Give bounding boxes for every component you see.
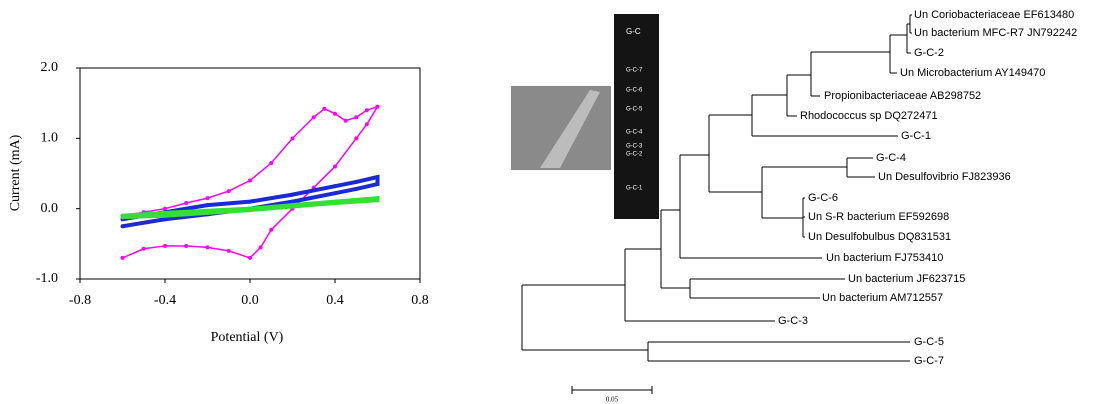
data-point <box>333 184 337 189</box>
data-point <box>248 255 252 260</box>
gel-label: G-C-5 <box>626 107 643 113</box>
data-point <box>226 189 231 194</box>
data-point <box>258 245 263 250</box>
tree-branches <box>521 14 912 394</box>
data-point <box>375 198 380 203</box>
data-point <box>290 199 295 204</box>
data-point <box>205 245 210 250</box>
data-point <box>364 108 369 113</box>
data-point <box>205 196 210 201</box>
data-point <box>248 208 252 213</box>
data-point <box>120 215 125 220</box>
data-point <box>333 201 337 206</box>
data-point <box>205 203 210 208</box>
leaf-label: G-C-4 <box>876 152 906 164</box>
gel-label: G-C-7 <box>626 68 643 74</box>
x-axis-label: Potential (V) <box>211 330 284 345</box>
data-point <box>120 224 125 229</box>
x-tick-label: 0.0 <box>241 293 259 308</box>
data-point <box>248 178 252 183</box>
data-point <box>343 118 348 123</box>
leaf-label: G-C-6 <box>808 192 838 204</box>
data-point <box>226 248 231 253</box>
data-point <box>205 210 210 215</box>
data-point <box>141 246 146 251</box>
data-point <box>163 206 167 211</box>
data-point <box>290 204 295 209</box>
leaf-label: Rhodococcus sp DQ272471 <box>800 110 938 122</box>
leaf-label: Un S-R bacterium EF592698 <box>808 211 949 223</box>
data-point <box>120 255 125 260</box>
cv-curve <box>122 105 380 259</box>
phylogenetic-tree: Un Coriobacteriaceae EF613480 Un bacteri… <box>521 9 1077 404</box>
x-tick-label: 0.8 <box>411 293 429 308</box>
y-tick-label: 2.0 <box>41 60 59 75</box>
data-point <box>375 182 380 187</box>
data-point <box>333 191 337 196</box>
leaf-label: Un Desulfobulbus DQ831531 <box>808 231 951 243</box>
data-point <box>354 136 359 141</box>
leaf-label: G-C-7 <box>914 355 944 367</box>
data-point <box>269 227 274 232</box>
data-point <box>333 111 337 116</box>
y-axis-label: Current (mA) <box>8 134 23 211</box>
data-point <box>375 175 380 180</box>
y-tick-label: -1.0 <box>36 271 58 286</box>
leaf-label: Un Coriobacteriaceae EF613480 <box>914 9 1074 21</box>
leaf-label: Un bacterium FJ753410 <box>826 252 943 264</box>
leaf-label: Un bacterium AM712557 <box>822 292 943 304</box>
x-tick-label: -0.4 <box>154 293 176 308</box>
data-point <box>364 122 369 127</box>
data-point <box>290 192 295 197</box>
leaf-label: Un Microbacterium AY149470 <box>900 67 1045 79</box>
leaf-label: Un bacterium MFC-R7 JN792242 <box>914 27 1077 39</box>
gel-lane <box>614 14 659 219</box>
gel-image: G-C G-C-7 G-C-6 G-C-5 G-C-4 G-C-3 G-C-2 … <box>511 14 659 219</box>
leaf-label: Un bacterium JF623715 <box>848 273 965 285</box>
scale-label: 0.05 <box>606 396 619 404</box>
leaf-label: G-C-1 <box>901 130 931 142</box>
data-point <box>311 115 316 120</box>
data-point <box>184 201 189 206</box>
leaf-label: G-C-2 <box>914 47 944 59</box>
gel-label: G-C-6 <box>626 88 643 94</box>
data-point <box>163 213 167 218</box>
x-tick-label: 0.4 <box>326 293 344 308</box>
gel-label: G-C-2 <box>626 152 643 158</box>
data-point <box>184 243 189 248</box>
y-tick-label: 0.0 <box>41 201 59 216</box>
gel-label: G-C-3 <box>626 144 643 150</box>
data-point <box>322 106 327 111</box>
plot-frame <box>79 67 421 280</box>
gel-label: G-C-4 <box>626 130 643 136</box>
leaf-label: G-C-5 <box>914 336 944 348</box>
x-tick-label: -0.8 <box>69 293 91 308</box>
data-point <box>290 136 295 141</box>
data-point <box>375 104 380 109</box>
gel-label: G-C <box>626 27 641 36</box>
leaf-label: G-C-3 <box>778 315 808 327</box>
data-point <box>163 217 167 222</box>
data-point <box>269 160 274 165</box>
cv-chart: Potential (V) Current (mA) -0.8 -0.4 0.0 0.… <box>8 60 429 345</box>
data-point <box>354 115 359 120</box>
data-point <box>248 199 252 204</box>
gel-label: G-C-1 <box>626 186 643 192</box>
leaf-label: Propionibacteriaceae AB298752 <box>824 90 981 102</box>
data-point <box>163 210 167 215</box>
data-point <box>354 179 359 184</box>
sem-fiber <box>540 90 600 168</box>
data-point <box>333 164 337 169</box>
y-tick-label: 1.0 <box>41 131 59 146</box>
data-point <box>163 243 167 248</box>
data-point <box>354 186 359 191</box>
leaf-label: Un Desulfovibrio FJ823936 <box>878 171 1011 183</box>
